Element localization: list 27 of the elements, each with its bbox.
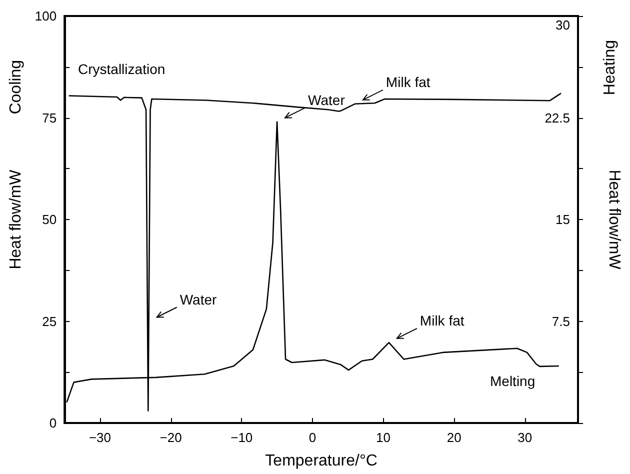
- annotation: Melting: [490, 373, 536, 389]
- text: Cooling: [8, 60, 24, 114]
- x-axis-title: Temperature/°C: [265, 452, 378, 470]
- x-tick-label: 20: [446, 430, 462, 445]
- y2-tick-label: 7.5: [552, 314, 570, 329]
- y2-tick-label: 22.5: [544, 110, 570, 126]
- x-tick-label: −20: [160, 430, 182, 445]
- y-tick-label: 75: [42, 110, 57, 126]
- y-axis-title: Heat flow/mW: [8, 168, 24, 270]
- x-tick-label: 0: [308, 430, 316, 445]
- annotation: Crystallization: [78, 61, 166, 77]
- x-tick-label: −30: [88, 430, 112, 445]
- x-tick-label: 10: [376, 430, 390, 445]
- y2-tick-label: 30: [556, 18, 570, 32]
- y-tick-label: 100: [34, 8, 57, 24]
- annotation: Milk fat: [386, 74, 430, 90]
- y-tick-label: 50: [42, 212, 57, 227]
- y2-tick-label: 15: [556, 212, 570, 227]
- text: Heating: [602, 40, 618, 96]
- annotation: Water: [308, 92, 346, 108]
- annotation: Milk fat: [420, 312, 464, 328]
- x-tick-label: 30: [518, 430, 532, 445]
- y2-axis-title: Heat flow/mW: [606, 170, 622, 270]
- y-tick-label: 0: [49, 416, 57, 430]
- annotation: Water: [180, 291, 218, 308]
- x-tick-label: −10: [230, 430, 253, 445]
- y-tick-label: 25: [42, 314, 57, 329]
